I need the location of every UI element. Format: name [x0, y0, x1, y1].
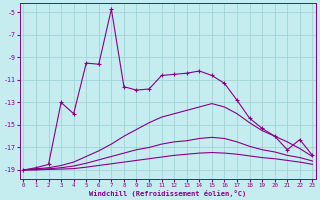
X-axis label: Windchill (Refroidissement éolien,°C): Windchill (Refroidissement éolien,°C)	[89, 190, 246, 197]
